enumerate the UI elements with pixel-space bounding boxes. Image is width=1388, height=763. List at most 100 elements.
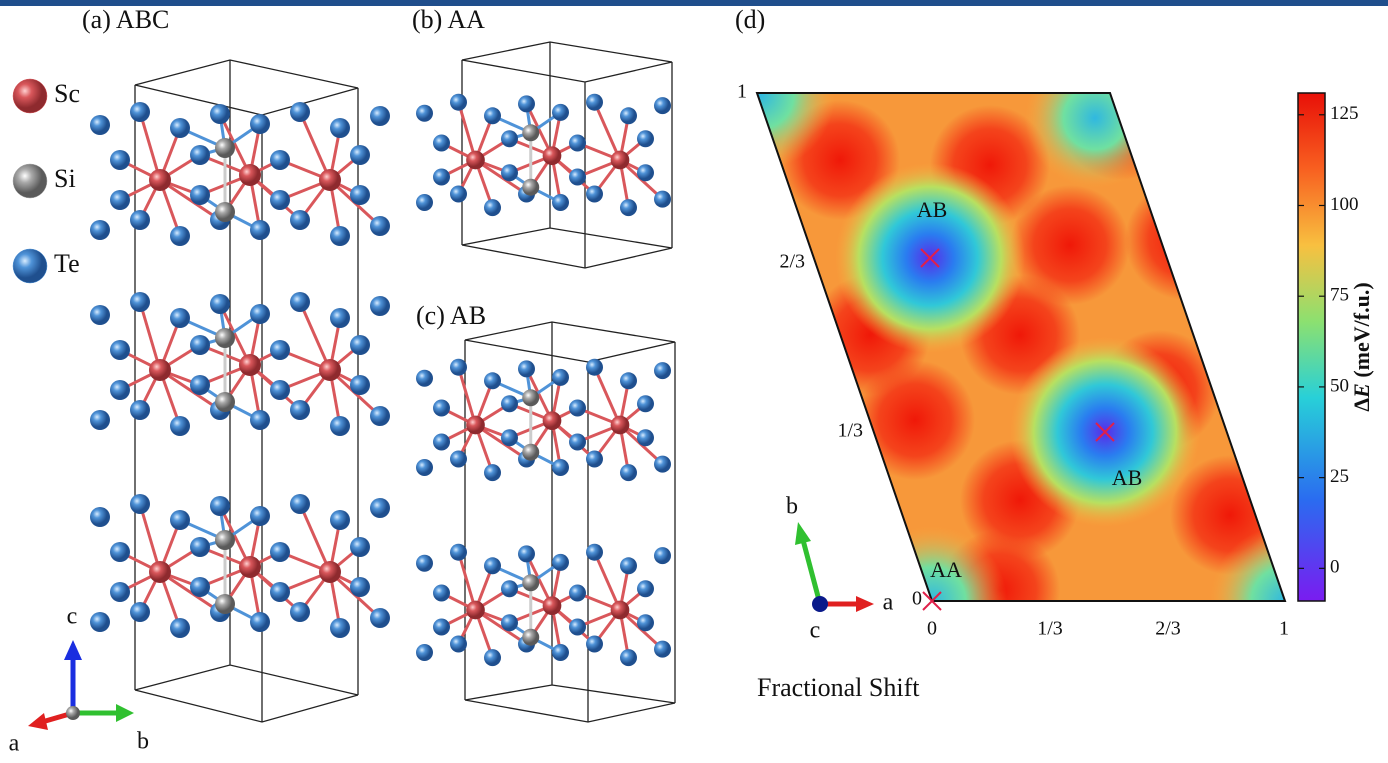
atom-te [130, 292, 150, 312]
atom-te [190, 335, 210, 355]
atom-te [130, 210, 150, 230]
atom-si [215, 138, 235, 158]
atom-te [450, 451, 467, 468]
colorbar-tick-label: 100 [1330, 194, 1359, 215]
atom-te [654, 97, 671, 114]
atom-te [170, 510, 190, 530]
atom-te [370, 106, 390, 126]
atom-te [637, 164, 654, 181]
atom-te [290, 210, 310, 230]
point-label: AA [930, 557, 962, 582]
atom-te [90, 507, 110, 527]
panel-label: (d) [735, 5, 765, 34]
arrowhead [795, 522, 811, 545]
atom-te [250, 410, 270, 430]
atom-te [110, 150, 130, 170]
y-tick-label: 1 [737, 81, 747, 103]
point-label: AB [1112, 465, 1143, 490]
y-tick-label: 1/3 [837, 420, 863, 442]
atom-sc [466, 601, 485, 620]
atom-te [569, 135, 586, 152]
atom-te [620, 649, 637, 666]
atom-te [130, 102, 150, 122]
atom-sc [466, 151, 485, 170]
atom-te [90, 115, 110, 135]
atom-te [620, 107, 637, 124]
atoms [90, 94, 671, 666]
atom-te [433, 135, 450, 152]
arrowhead [28, 713, 48, 730]
atom-te [170, 618, 190, 638]
atom-te [290, 494, 310, 514]
atom-si [522, 574, 539, 591]
atom-si [522, 124, 539, 141]
atom-te [501, 164, 518, 181]
atom-te [484, 199, 501, 216]
atom-te [210, 496, 230, 516]
axis-label: c [67, 604, 78, 630]
arrowhead [64, 640, 82, 660]
atom-sc [239, 354, 261, 376]
legend-label: Si [54, 164, 76, 193]
atom-te [433, 434, 450, 451]
axis-label: a [9, 731, 20, 757]
colorbar-label-unit: (meV/f.u.) [1349, 282, 1374, 383]
atom-te [370, 406, 390, 426]
x-title: Fractional Shift [757, 673, 920, 702]
atom-te [370, 216, 390, 236]
atom-te [290, 292, 310, 312]
atom-te [450, 636, 467, 653]
atom-sc [149, 561, 171, 583]
atom-te [586, 186, 603, 203]
atom-si [215, 328, 235, 348]
atom-te [654, 191, 671, 208]
atom-te [350, 537, 370, 557]
atom-te [190, 537, 210, 557]
atom-te [433, 400, 450, 417]
atom-te [170, 118, 190, 138]
x-tick-label: 1 [1279, 618, 1289, 640]
map-x-labels: 0 1/3 2/3 1 [927, 618, 1289, 640]
legend-swatch [13, 249, 47, 283]
colorbar-label: ΔE (meV/f.u.) [1349, 282, 1374, 411]
atom-te [620, 372, 637, 389]
atom-te [110, 380, 130, 400]
atom-te [270, 582, 290, 602]
atom-te [637, 580, 654, 597]
atom-te [501, 429, 518, 446]
atom-te [250, 612, 270, 632]
axis-origin [66, 706, 80, 720]
atom-te [370, 608, 390, 628]
atom-te [433, 619, 450, 636]
atom-te [130, 494, 150, 514]
atom-te [330, 118, 350, 138]
colorbar-tick-label: 50 [1330, 375, 1349, 396]
legend: Sc Si Te [13, 79, 80, 283]
atom-te [250, 220, 270, 240]
y-tick-label: 0 [912, 588, 922, 610]
atom-te [501, 614, 518, 631]
atom-te [130, 602, 150, 622]
atom-si [215, 594, 235, 614]
atom-te [416, 105, 433, 122]
atom-sc [611, 416, 630, 435]
axis-label: a [883, 590, 894, 616]
atom-te [370, 296, 390, 316]
atom-te [586, 451, 603, 468]
atom-si [522, 629, 539, 646]
atom-te [110, 190, 130, 210]
atom-te [654, 547, 671, 564]
point-label: AB [917, 197, 948, 222]
atom-te [450, 359, 467, 376]
cell-b [462, 42, 672, 268]
atom-te [270, 150, 290, 170]
atom-te [637, 614, 654, 631]
layer [416, 359, 671, 481]
atom-te [290, 102, 310, 122]
atom-te [586, 359, 603, 376]
atom-sc [543, 146, 562, 165]
atom-te [270, 340, 290, 360]
atom-te [350, 577, 370, 597]
atom-te [654, 362, 671, 379]
atom-te [290, 400, 310, 420]
